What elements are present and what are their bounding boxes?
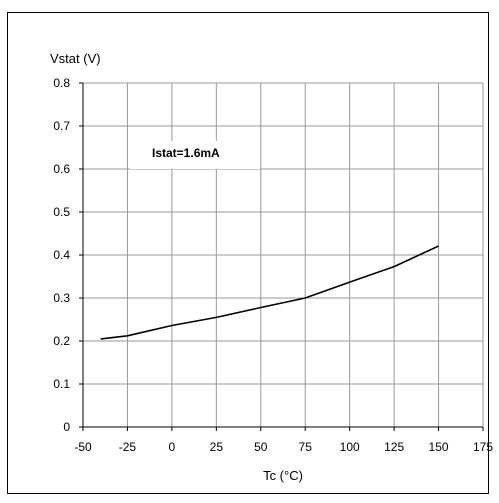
y-tick-label: 0.4 (53, 248, 70, 262)
y-tick-label: 0.3 (53, 291, 70, 305)
x-tick-label: 75 (299, 440, 313, 454)
x-tick-label: -50 (74, 440, 92, 454)
x-tick-label: 175 (473, 440, 493, 454)
x-axis-label: Tc (°C) (263, 468, 303, 483)
y-tick-label: 0 (63, 420, 70, 434)
x-tick-label: 25 (210, 440, 224, 454)
x-tick-label: 125 (384, 440, 404, 454)
series-line (100, 245, 439, 340)
series-layer (100, 245, 439, 340)
y-tick-label: 0.7 (53, 119, 70, 133)
x-tick-label: 50 (254, 440, 268, 454)
y-axis-label: Vstat (V) (50, 51, 101, 66)
grid-lines (83, 82, 484, 427)
annotation-background (130, 141, 260, 169)
plot-axes (79, 82, 484, 431)
x-tick-label: 150 (429, 440, 449, 454)
y-tick-label: 0.2 (53, 334, 70, 348)
y-tick-label: 0.6 (53, 162, 70, 176)
annotation-label: Istat=1.6mA (152, 146, 220, 160)
tick-labels: -50 -25 0 25 50 75 100 125 150 175 0 0.1 0.2 0.3 0.4 0.… (53, 76, 493, 454)
chart-frame (7, 12, 489, 494)
y-tick-label: 0.5 (53, 205, 70, 219)
y-tick-label: 0.8 (53, 76, 70, 90)
y-tick-label: 0.1 (53, 377, 70, 391)
x-tick-label: 0 (169, 440, 176, 454)
x-tick-label: 100 (340, 440, 360, 454)
x-tick-label: -25 (119, 440, 137, 454)
